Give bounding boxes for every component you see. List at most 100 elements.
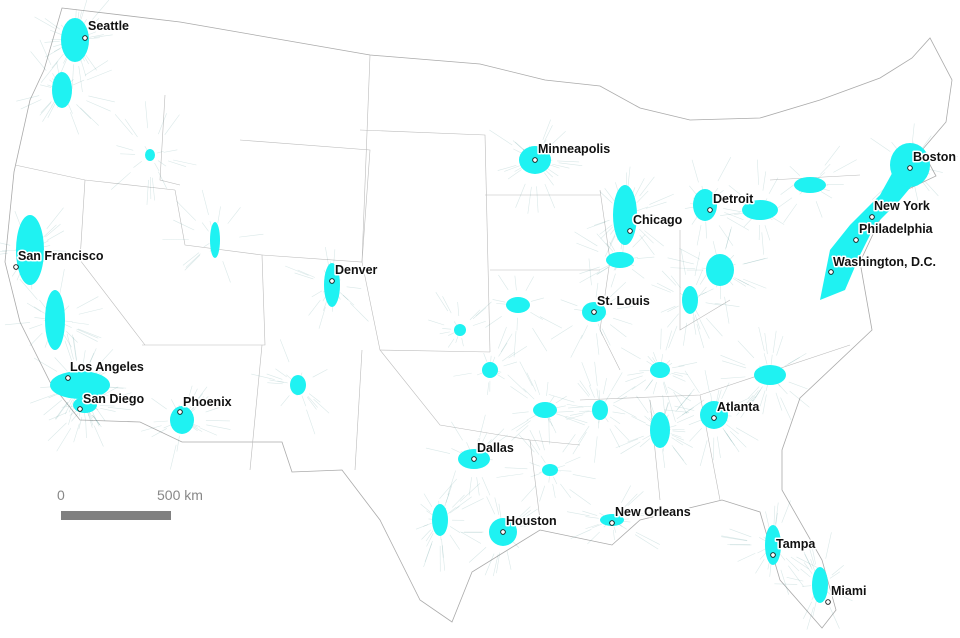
commute-line [192,396,204,409]
commute-line [696,225,702,246]
commute-line [743,278,767,289]
commute-line [737,340,755,359]
commute-line [763,353,768,365]
commute-line [530,312,544,320]
commute-line [194,396,209,409]
commute-line [651,284,671,293]
commute-line [923,180,939,197]
commute-line [538,430,545,451]
city-label: Minneapolis [538,142,610,156]
commute-line [758,537,767,542]
commute-line [186,385,193,403]
commute-line [632,234,646,248]
commute-line [550,130,566,146]
city-marker: San Diego [77,391,146,412]
commute-line [736,395,754,416]
city-label: Denver [335,263,378,277]
commute-line [498,274,509,291]
commute-line [47,422,67,441]
commute-line [780,569,790,595]
commute-line [556,413,568,418]
commute-line [664,402,669,417]
commute-line [586,221,607,229]
commute-line [705,221,707,239]
commute-line [85,421,87,439]
commute-line [653,352,657,362]
commute-line [671,434,685,441]
commute-line [428,319,445,326]
commute-line [451,448,463,454]
commute-line [546,381,549,397]
commute-line [76,330,98,342]
commute-line [552,163,570,169]
commute-line [599,224,613,235]
commute-line [712,241,717,256]
commute-line [555,395,567,404]
commute-line [610,372,623,392]
commute-line [217,206,221,224]
commute-line [530,297,544,302]
commute-line [610,324,627,338]
commute-line [778,384,788,395]
commute-line [740,396,756,418]
commute-line [76,328,99,339]
commute-line [493,553,499,577]
commute-line [61,405,74,408]
commute-line [141,425,162,432]
commute-line [133,161,142,168]
city-label: San Diego [83,392,144,406]
commute-line [780,397,792,421]
commute-line [68,398,75,413]
commute-line [671,372,683,377]
commute-line [0,250,8,252]
commute-line [449,534,461,550]
commute-line [585,524,599,530]
commute-line [634,178,645,197]
commute-line [519,361,533,386]
city-marker: New York [869,198,931,220]
commute-line [68,404,75,425]
commute-line [786,576,804,582]
city-dot [500,529,506,535]
commute-line [826,590,834,598]
city-marker: San Francisco [13,248,105,270]
scale-end-label: 500 km [157,487,203,503]
commute-line [497,374,505,380]
commute-line [40,101,52,113]
commute-line [764,333,768,355]
commute-line [788,353,807,365]
commute-line [425,447,451,454]
commute-line [63,333,72,348]
commute-line [457,301,460,317]
commute-line [776,335,784,356]
city-label: Dallas [477,441,514,455]
commute-line [600,226,614,239]
commute-line [560,483,572,498]
commute-line [661,270,677,286]
commute-line [56,427,72,452]
commute-line [512,411,529,414]
commute-line [501,351,515,362]
commute-line [532,327,548,352]
commute-line [423,522,432,527]
commute-line [676,388,695,410]
commute-line [667,395,676,422]
commute-line [350,302,369,322]
commute-line [673,447,687,465]
city-label: Houston [506,514,557,528]
urban-area [61,18,89,62]
commute-line [500,333,513,353]
commute-line [496,473,524,478]
commute-line [667,257,694,265]
commute-line [48,412,68,421]
commute-line [636,190,649,204]
commute-line [482,439,492,450]
commute-line [699,440,708,467]
commute-line [789,390,810,408]
city-marker: Detroit [707,191,756,213]
urban-area [290,375,306,395]
scale-bar-rect [61,511,171,520]
commute-line [565,456,581,464]
commute-line [601,328,611,346]
